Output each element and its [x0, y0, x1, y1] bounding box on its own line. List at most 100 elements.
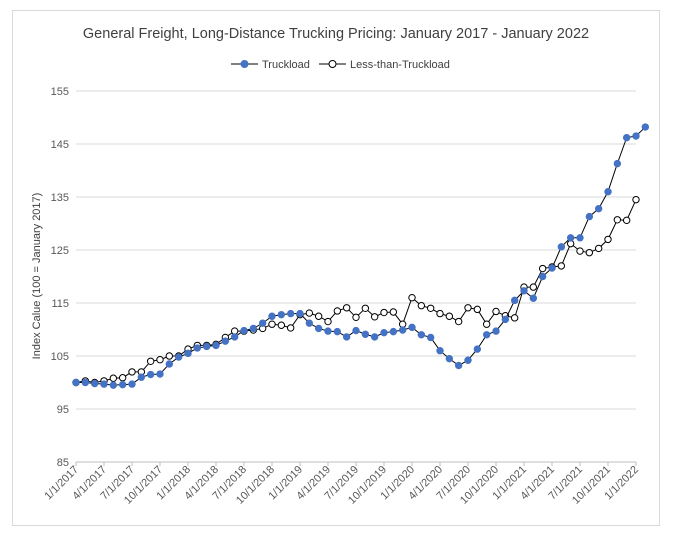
data-point — [482, 320, 491, 328]
data-point — [333, 307, 342, 315]
data-point — [286, 309, 295, 318]
data-point — [277, 321, 286, 329]
data-point — [361, 330, 370, 338]
data-point — [314, 324, 323, 333]
data-point — [436, 309, 444, 318]
data-point — [146, 370, 155, 379]
y-tick-label: 115 — [51, 298, 69, 310]
y-axis-ticks: 85 95 105 115 125 135 145 155 — [51, 86, 69, 469]
data-point — [370, 313, 379, 321]
data-point — [72, 378, 80, 387]
data-point — [408, 323, 416, 332]
data-point — [324, 327, 332, 335]
data-point — [417, 331, 426, 339]
data-point — [286, 324, 295, 332]
data-point — [305, 309, 314, 317]
data-point — [436, 347, 444, 355]
data-point — [380, 328, 388, 337]
data-point — [482, 331, 491, 339]
data-point — [585, 212, 594, 221]
data-point — [118, 374, 127, 382]
legend-truckload-marker — [240, 60, 249, 68]
data-point — [473, 345, 482, 353]
data-point — [520, 287, 528, 295]
y-tick-label: 135 — [51, 192, 69, 204]
data-point — [361, 304, 370, 312]
chart-svg: General Freight, Long-Distance Trucking … — [31, 26, 650, 507]
data-point — [529, 294, 538, 302]
y-tick-label: 145 — [51, 139, 69, 151]
data-point — [230, 333, 239, 341]
data-point — [389, 308, 398, 316]
data-point — [324, 317, 332, 326]
data-point — [352, 313, 360, 322]
data-point — [212, 341, 220, 350]
legend-ltl-marker — [328, 60, 337, 68]
series-truckload — [72, 123, 650, 389]
data-point — [165, 352, 174, 360]
chart-title: General Freight, Long-Distance Trucking … — [83, 26, 589, 42]
data-point — [109, 381, 118, 389]
data-point — [632, 132, 640, 140]
data-point — [613, 216, 622, 224]
data-point — [118, 380, 127, 389]
data-point — [202, 342, 211, 351]
data-point — [277, 310, 286, 319]
series-line — [75, 199, 637, 384]
legend-truckload-label: Truckload — [262, 59, 310, 71]
series-less-than-truckload — [72, 195, 640, 387]
data-point — [594, 204, 603, 213]
data-point — [557, 262, 566, 270]
y-tick-label: 85 — [57, 457, 69, 469]
data-point — [193, 344, 202, 352]
data-point — [613, 159, 622, 168]
chart-frame: General Freight, Long-Distance Trucking … — [12, 10, 660, 526]
data-point — [156, 356, 164, 364]
data-point — [510, 314, 519, 322]
data-point — [576, 234, 584, 242]
data-point — [314, 312, 323, 320]
data-point — [258, 319, 267, 327]
legend-truckload: Truckload — [231, 59, 310, 71]
y-axis-title: Index Calue (100 = January 2017) — [31, 193, 43, 360]
data-point — [604, 188, 612, 196]
data-point — [632, 195, 640, 204]
y-tick-label: 125 — [51, 245, 69, 257]
data-point — [342, 304, 351, 312]
data-point — [268, 312, 276, 320]
data-point — [174, 353, 183, 361]
data-point — [548, 264, 556, 272]
data-point — [146, 357, 155, 365]
data-point — [296, 309, 304, 318]
data-point — [408, 294, 416, 302]
data-point — [249, 324, 258, 333]
data-point — [492, 307, 500, 316]
data-point — [109, 374, 118, 382]
legend-ltl-label: Less-than-Truckload — [350, 59, 450, 71]
data-point — [576, 247, 584, 255]
data-point — [454, 361, 463, 370]
data-point — [604, 235, 612, 244]
data-point — [221, 337, 230, 345]
data-point — [165, 360, 174, 368]
data-point — [501, 315, 510, 324]
data-point — [100, 380, 108, 388]
data-point — [305, 319, 314, 327]
data-point — [464, 356, 472, 364]
data-point — [417, 301, 426, 310]
legend: Truckload Less-than-Truckload — [231, 59, 450, 71]
data-point — [184, 349, 192, 358]
data-point — [641, 123, 650, 131]
data-point — [566, 234, 575, 242]
data-point — [538, 264, 547, 273]
data-point — [492, 327, 500, 335]
data-point — [240, 326, 248, 335]
data-point — [380, 308, 388, 317]
data-point — [445, 354, 454, 363]
data-point — [128, 368, 136, 376]
y-tick-label: 155 — [51, 86, 69, 98]
legend-ltl: Less-than-Truckload — [319, 59, 450, 71]
data-point — [156, 370, 164, 378]
y-tick-label: 95 — [57, 404, 69, 416]
data-point — [137, 373, 146, 381]
